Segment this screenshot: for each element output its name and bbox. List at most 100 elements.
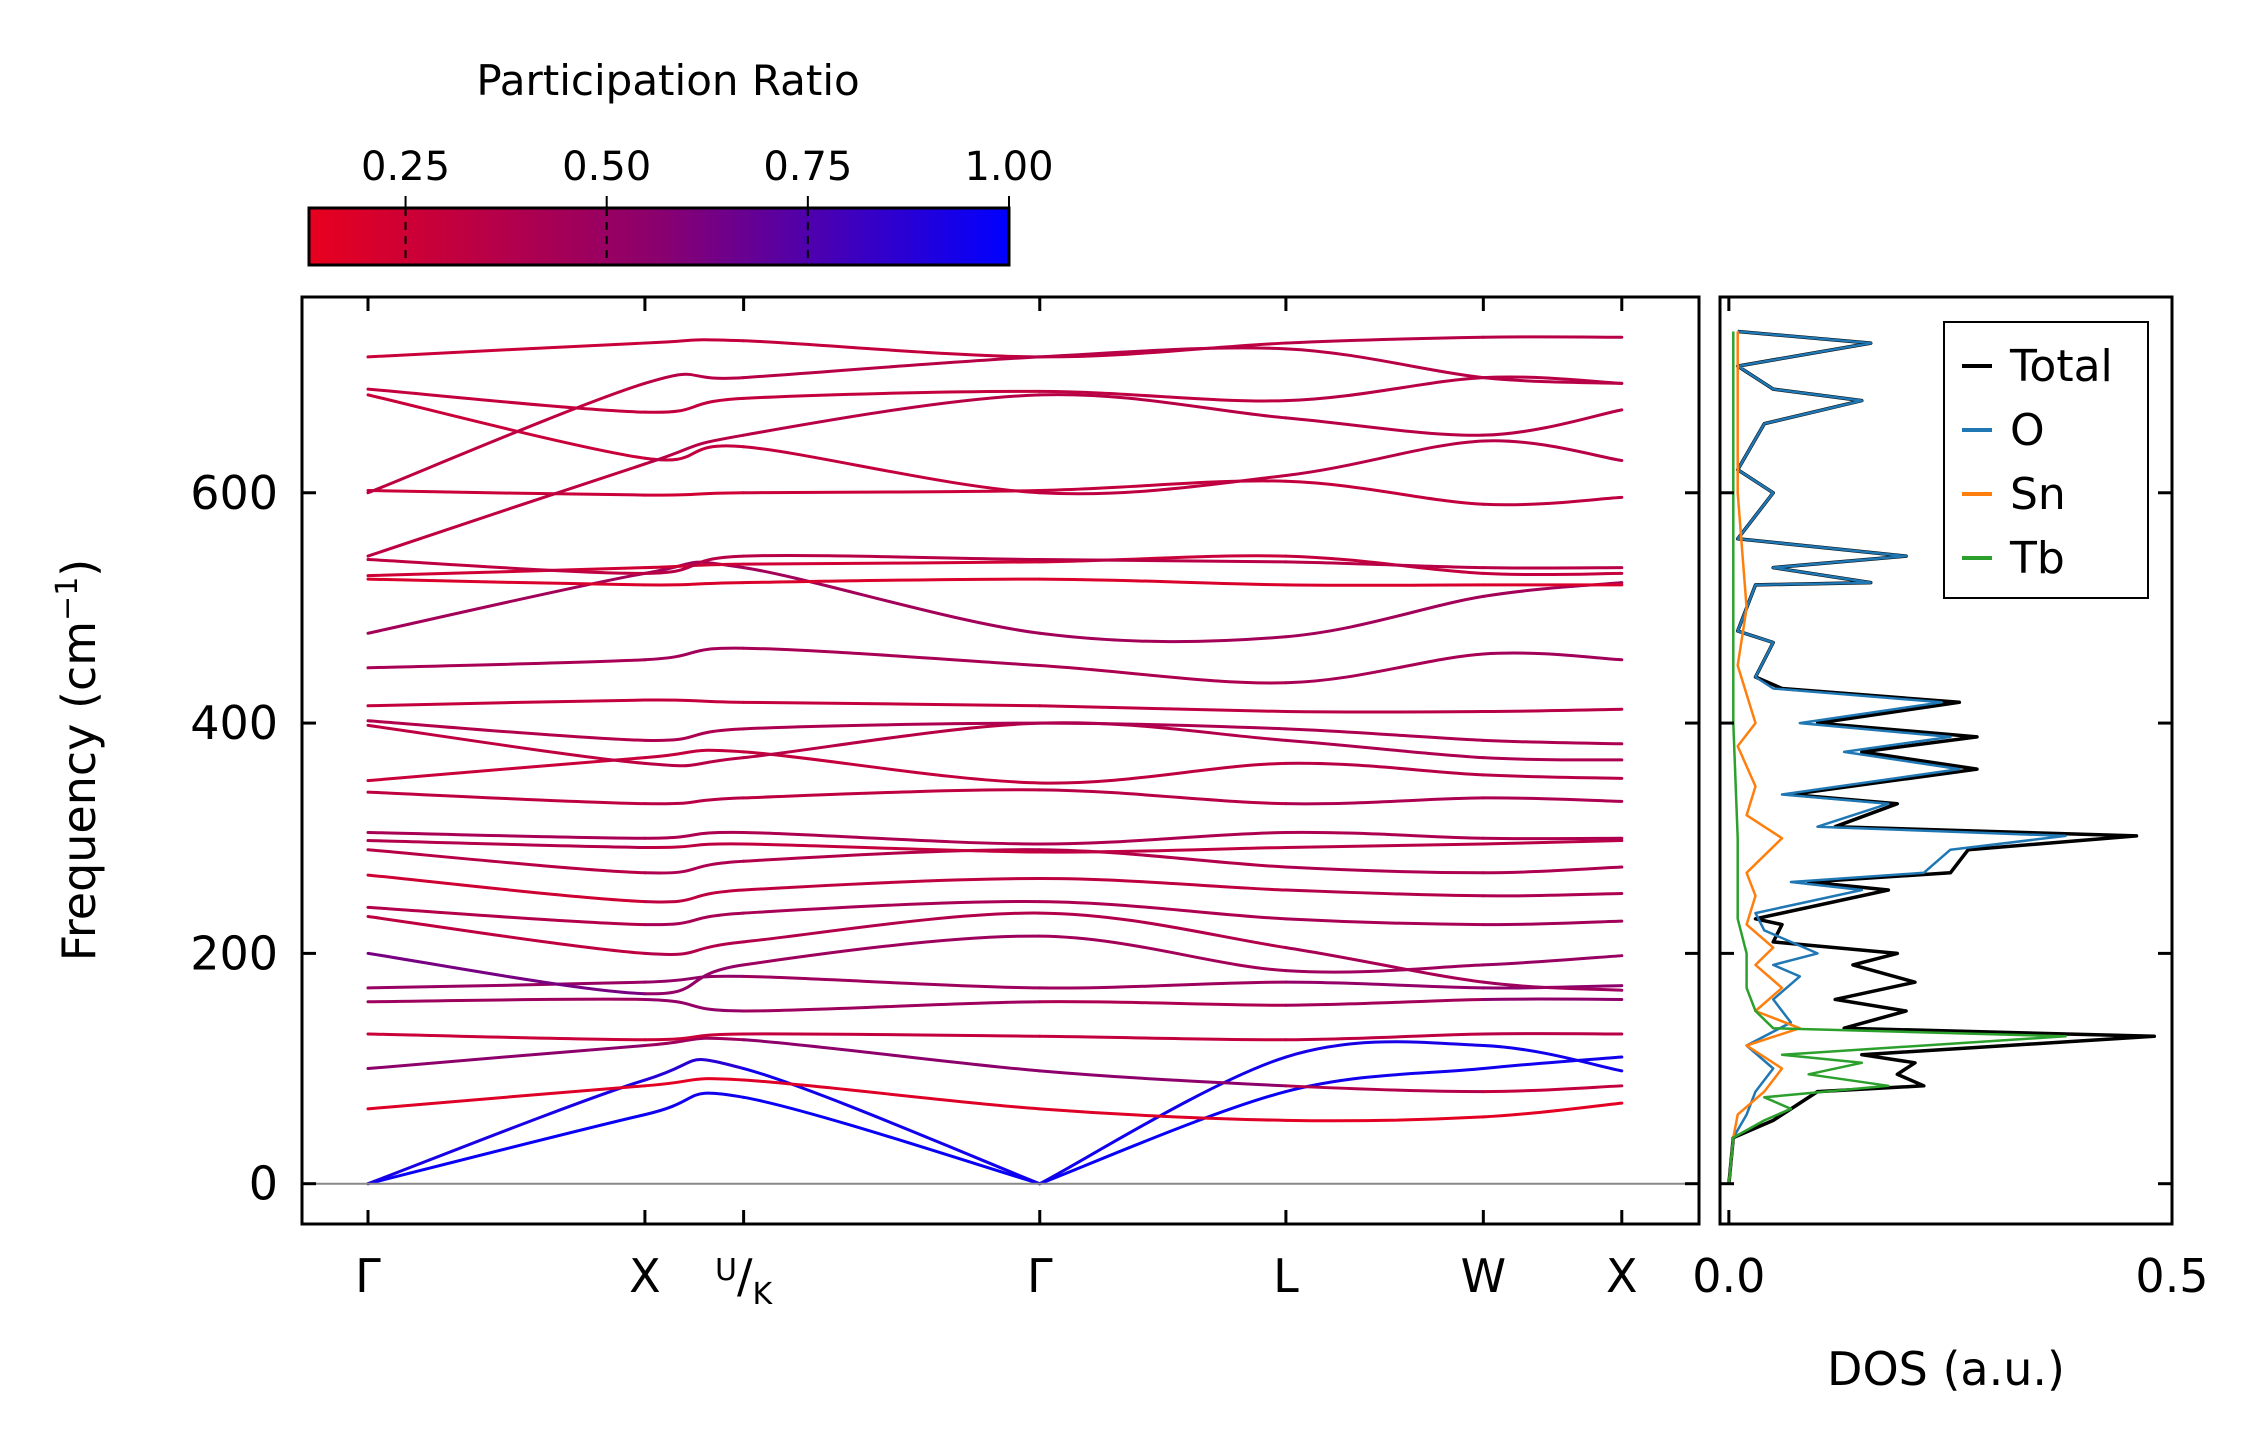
dos-legend: Total O Sn Tb [1943, 321, 2149, 599]
band-segment [1284, 888, 1485, 898]
band-segment [1038, 788, 1288, 806]
band-segment [742, 1038, 1042, 1073]
x-tick-label: Γ [1027, 1249, 1053, 1303]
legend-label-o: O [2010, 405, 2045, 456]
band-16 [366, 830, 1624, 846]
band-segment [1481, 1084, 1624, 1094]
band-segment [1038, 393, 1288, 420]
band-segment [643, 433, 746, 466]
band-12 [366, 899, 1624, 927]
band-9 [366, 974, 1624, 990]
colorbar-tick-label: 0.50 [562, 144, 651, 190]
band-segment [643, 796, 746, 806]
band-segment [1038, 473, 1288, 496]
band-21 [366, 698, 1624, 714]
band-segment [1481, 1044, 1624, 1073]
band-segment [366, 558, 647, 575]
band-segment [1481, 571, 1624, 577]
band-segment [643, 1036, 746, 1048]
dos-x-axis-label: DOS (a.u.) [1827, 1342, 2065, 1396]
dos-x-tick-label: 0.0 [1692, 1249, 1765, 1303]
band-segment [742, 577, 1042, 585]
band-29 [366, 393, 1624, 558]
band-23 [366, 560, 1624, 644]
band-segment [1284, 796, 1485, 806]
band-segment [742, 721, 1042, 731]
band-segment [643, 963, 746, 996]
band-segment [1284, 710, 1485, 714]
band-17 [366, 788, 1624, 806]
y-tick-label: 400 [190, 696, 278, 750]
band-segment [1481, 796, 1624, 803]
band-5 [366, 1077, 1624, 1123]
band-segment [742, 721, 1042, 760]
band-segment [643, 444, 746, 462]
y-tick-label: 0 [249, 1157, 278, 1211]
band-segment [742, 1095, 1042, 1186]
band-14 [366, 848, 1624, 875]
band-segment [742, 830, 1042, 846]
band-segment [1038, 980, 1288, 990]
band-segment [1481, 892, 1624, 898]
band-structure-panel: 0 200 400 600 Γ X U/K Γ L W X Frequency (cm−1) [50, 295, 1701, 1312]
band-segment [742, 934, 1042, 967]
band-segment [1481, 839, 1624, 846]
band-axes-frame [300, 295, 1701, 1226]
dos-lines [1727, 329, 2157, 1184]
x-tick-label: X [1606, 1249, 1638, 1303]
band-30 [366, 375, 1624, 414]
band-22 [366, 646, 1624, 685]
band-segment [1038, 911, 1288, 950]
band-lines [366, 335, 1624, 1186]
band-segment [643, 911, 746, 927]
band-segment [1284, 594, 1485, 639]
band-segment [1038, 631, 1288, 644]
band-segment [366, 577, 647, 587]
band-segment [366, 980, 647, 990]
band-segment [643, 698, 746, 704]
band-segment [366, 756, 647, 783]
band-segment [742, 974, 1042, 990]
band-segment [1284, 416, 1485, 437]
band-segment [643, 1091, 746, 1117]
band-20 [366, 719, 1624, 746]
x-tick-label: U/K [715, 1249, 773, 1312]
y-tick-label: 600 [190, 466, 278, 520]
band-segment [742, 1000, 1042, 1013]
band-segment [1284, 842, 1485, 849]
band-segment [742, 355, 1042, 380]
band-segment [643, 888, 746, 904]
band-segment [643, 830, 746, 840]
band-segment [643, 1032, 746, 1042]
legend-label-total: Total [2009, 341, 2113, 392]
band-segment [643, 338, 746, 345]
band-segment [742, 339, 1042, 359]
band-segment [742, 445, 1042, 495]
band-segment [643, 997, 746, 1013]
dos-panel: 0.0 0.5 DOS (a.u.) Total O Sn Tb [1692, 295, 2209, 1396]
band-segment [1038, 761, 1288, 785]
band-segment [1038, 1107, 1288, 1122]
band-segment [1481, 756, 1624, 762]
band-segment [1284, 376, 1485, 403]
band-segment [366, 723, 647, 765]
x-tick-label: L [1273, 1249, 1299, 1303]
band-4 [1038, 1040, 1624, 1186]
band-y-axis-label: Frequency (cm−1) [50, 559, 106, 962]
band-segment [1284, 652, 1485, 685]
band-segment [1481, 773, 1624, 780]
band-segment [1038, 830, 1288, 846]
colorbar-tick-label: 0.25 [361, 144, 450, 190]
band-segment [1481, 980, 1624, 992]
band-segment [1284, 830, 1485, 840]
band-segment [1284, 439, 1485, 477]
band-segment [1481, 376, 1624, 385]
band-segment [742, 750, 1042, 785]
band-1 [366, 1091, 1042, 1186]
dos-y-ticks [1720, 491, 2172, 1186]
band-10 [366, 934, 1624, 996]
band-26 [366, 553, 1624, 575]
band-segment [742, 566, 1042, 635]
band-segment [1284, 761, 1485, 777]
band-segment [366, 830, 647, 840]
